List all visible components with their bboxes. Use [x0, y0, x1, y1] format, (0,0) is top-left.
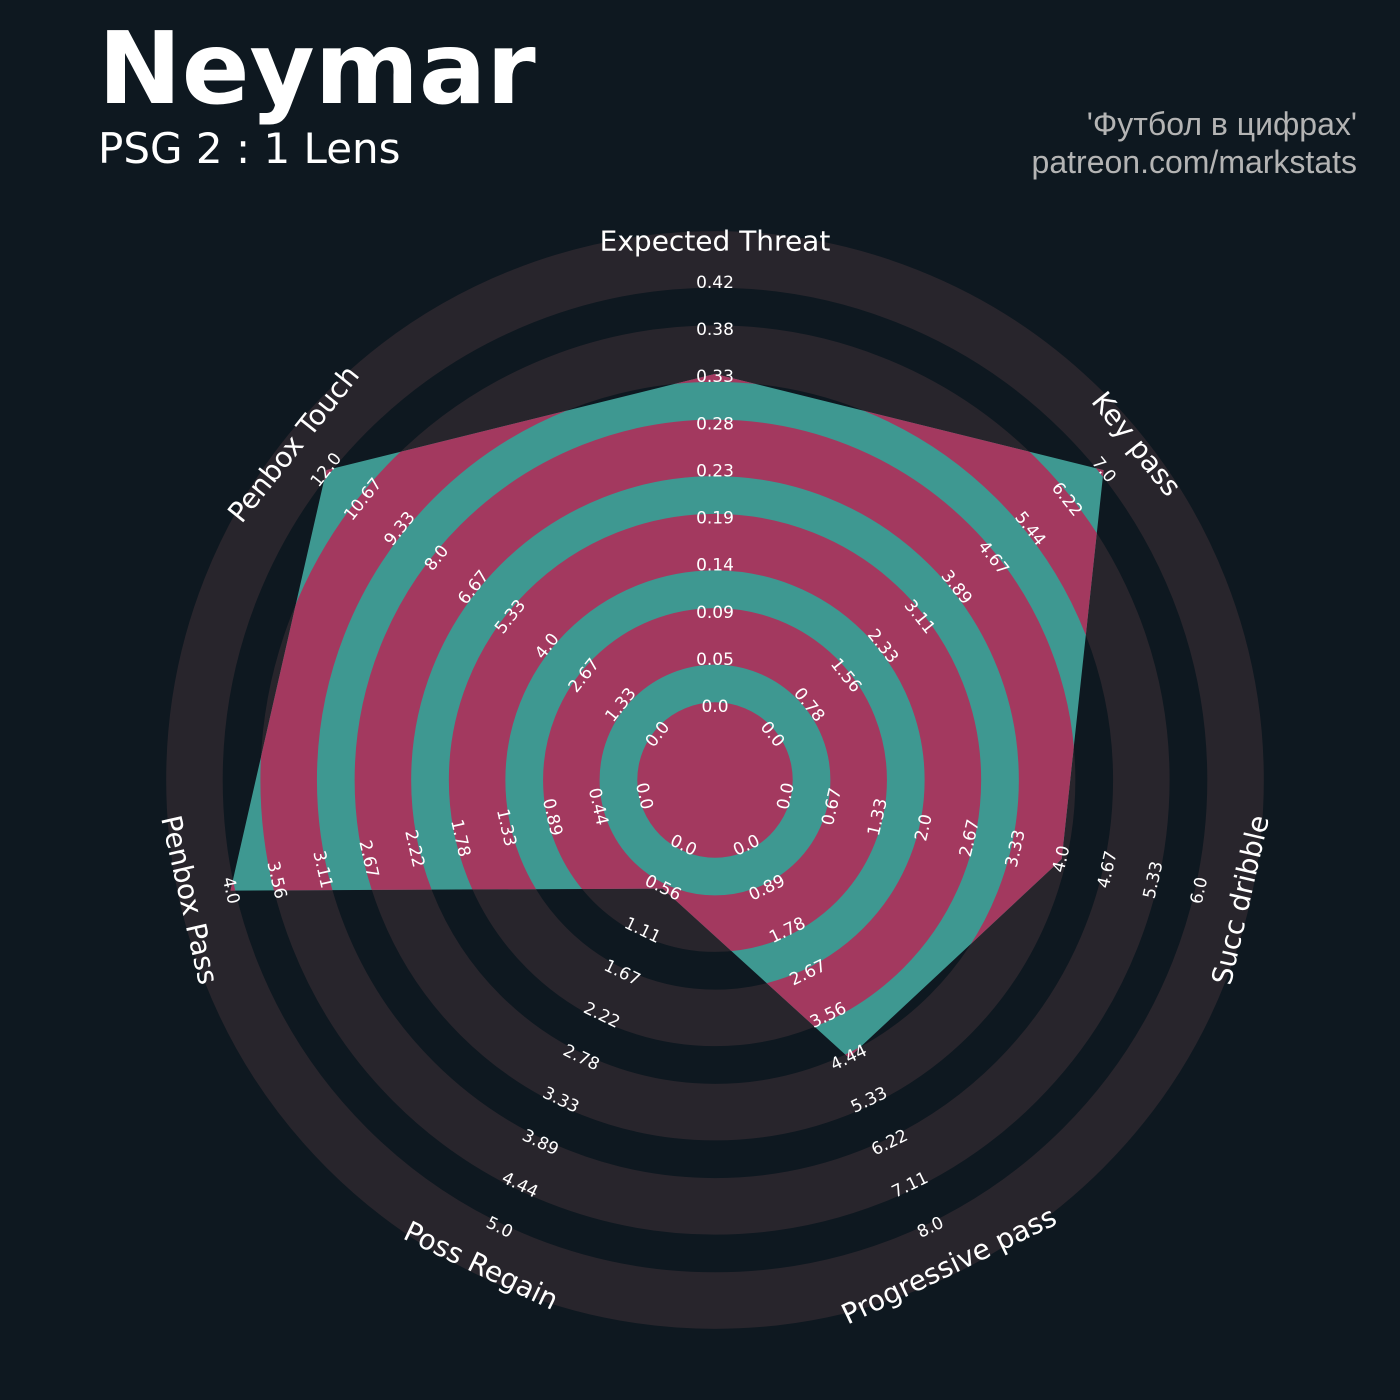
credit-link: patreon.com/markstats [1031, 143, 1357, 180]
player-name-title: Neymar [98, 10, 536, 127]
axis-label: Expected Threat [600, 225, 831, 258]
tick-label: 0.42 [696, 273, 734, 293]
ring-band [166, 231, 1264, 1329]
tick-label: 0.19 [696, 509, 734, 529]
tick-label: 0.14 [696, 556, 734, 576]
ring-band-inside [260, 373, 1104, 1058]
tick-label: 0.28 [696, 414, 734, 434]
tick-label: 0.38 [696, 320, 734, 340]
tick-label: 0.0 [701, 697, 728, 717]
match-subtitle: PSG 2 : 1 Lens [98, 124, 401, 173]
ring-band-inside [354, 419, 1076, 1058]
tick-label: 0.05 [696, 650, 734, 670]
ring-band-inside-center [637, 702, 793, 858]
credits-block: 'Футбол в цифрах' patreon.com/markstats [1032, 106, 1357, 182]
tick-label: 0.23 [696, 461, 734, 481]
tick-label: 0.09 [696, 603, 734, 623]
ring-band-inside [543, 608, 887, 952]
tick-label: 0.33 [696, 367, 734, 387]
credit-source: 'Футбол в цифрах' [1086, 106, 1357, 142]
